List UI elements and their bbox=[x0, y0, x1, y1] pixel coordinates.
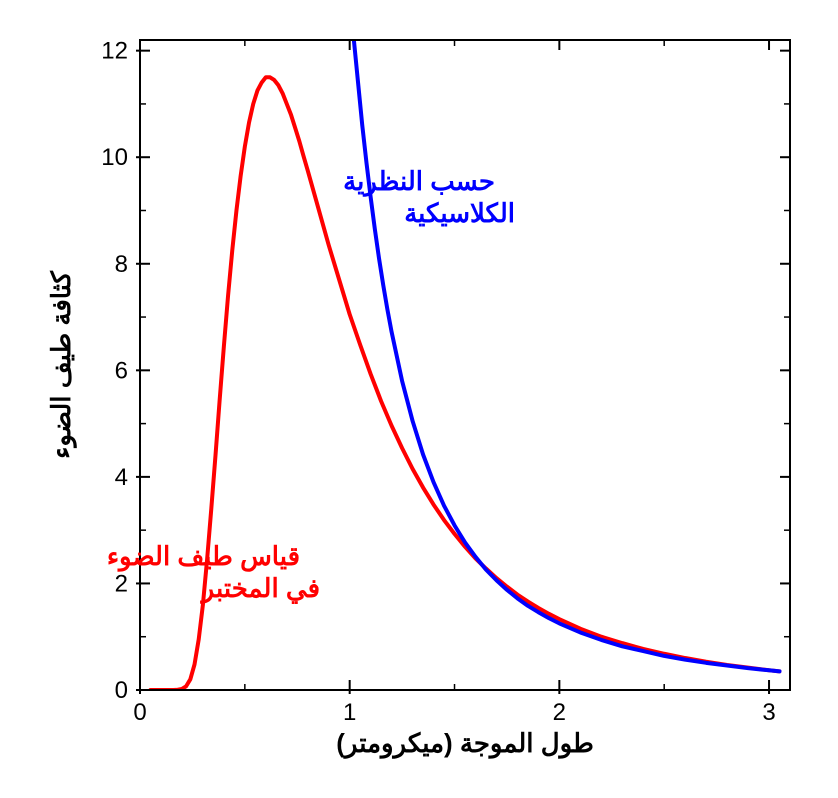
y-axis-title: كثافة طيف الضوء bbox=[46, 270, 77, 458]
x-tick-label: 3 bbox=[762, 699, 775, 726]
x-tick-label: 2 bbox=[553, 699, 566, 726]
chart-container: 0123024681012طول الموجة (ميكرومتر)كثافة … bbox=[0, 0, 838, 798]
x-axis-title: طول الموجة (ميكرومتر) bbox=[336, 728, 594, 759]
y-tick-label: 8 bbox=[115, 251, 128, 278]
y-tick-label: 10 bbox=[101, 144, 128, 171]
y-tick-label: 2 bbox=[115, 570, 128, 597]
x-tick-label: 0 bbox=[133, 699, 146, 726]
y-tick-label: 0 bbox=[115, 677, 128, 704]
y-tick-label: 4 bbox=[115, 464, 128, 491]
y-tick-label: 6 bbox=[115, 357, 128, 384]
x-tick-label: 1 bbox=[343, 699, 356, 726]
line-chart: 0123024681012طول الموجة (ميكرومتر)كثافة … bbox=[0, 0, 838, 798]
y-tick-label: 12 bbox=[101, 38, 128, 65]
